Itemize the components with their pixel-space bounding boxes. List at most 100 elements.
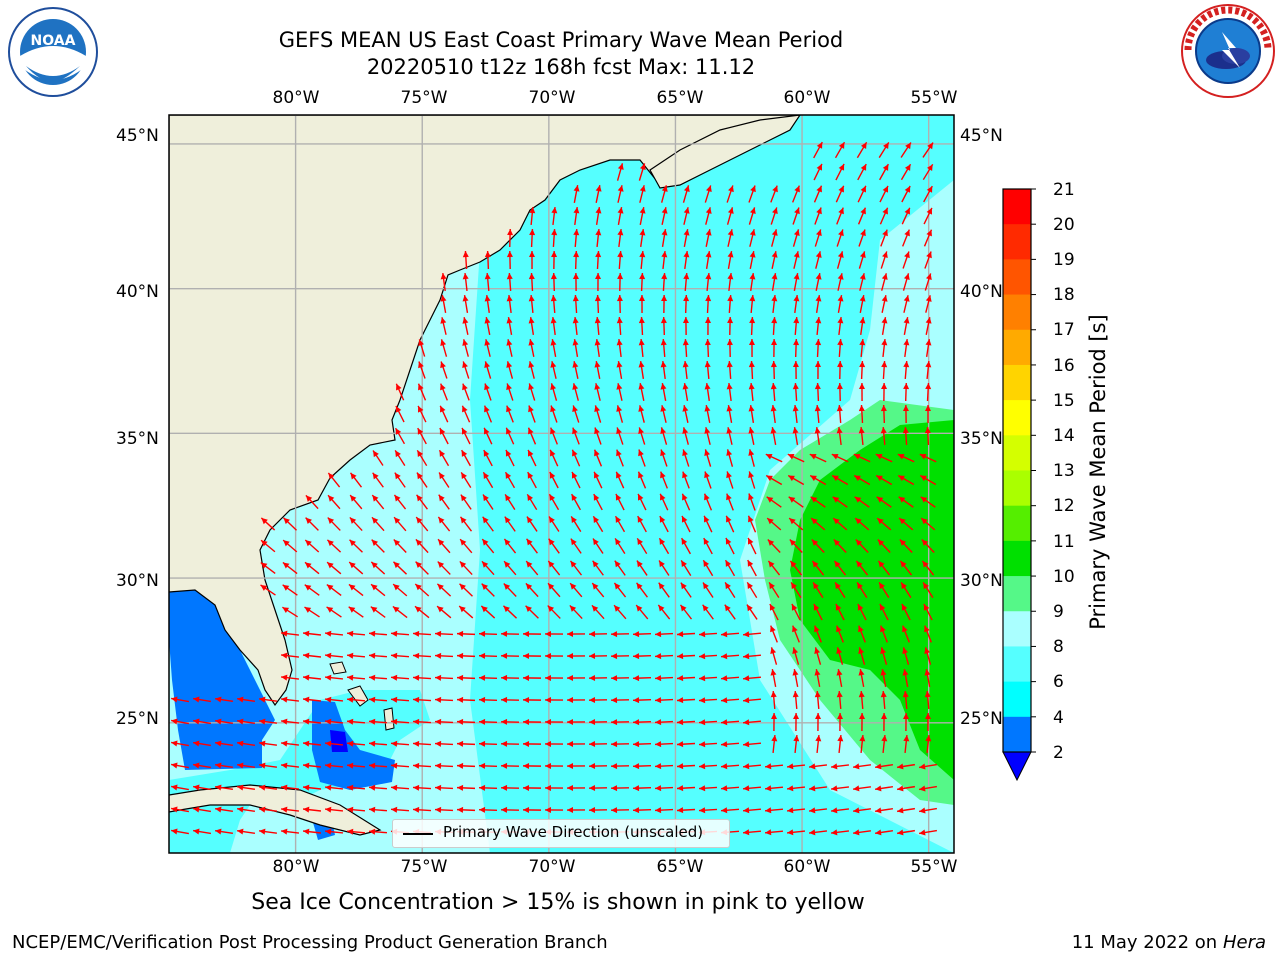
wave-direction-arrowhead (683, 207, 690, 214)
wave-direction-arrowhead (750, 185, 756, 193)
wave-direction-arrowhead (926, 251, 932, 259)
wave-direction-arrowhead (372, 495, 379, 502)
wave-direction-arrowhead (611, 697, 618, 704)
wave-direction-arrowhead (369, 696, 376, 703)
wave-direction-arrowhead (639, 251, 646, 258)
wave-direction-arrowhead (523, 652, 530, 659)
wave-direction-arrowhead (371, 517, 379, 524)
wave-direction-arrowhead (836, 405, 843, 412)
wave-direction-arrowhead (594, 339, 601, 346)
colorbar-tick: 12 (1053, 496, 1075, 516)
wave-direction-arrowhead (440, 273, 447, 280)
wave-direction-arrowhead (765, 829, 772, 836)
wave-direction-arrowhead (171, 696, 178, 703)
wave-direction-arrowhead (461, 427, 468, 435)
wave-direction-arrowhead (435, 674, 442, 681)
wave-direction-arrowhead (347, 718, 354, 725)
wave-direction-arrowhead (638, 471, 644, 479)
colorbar-segment (1003, 294, 1031, 331)
wave-direction-arrowhead (680, 582, 687, 590)
wave-direction-arrowhead (617, 163, 624, 170)
wave-direction-arrowhead (772, 207, 778, 215)
lon-label-top: 80°W (272, 88, 320, 108)
wave-direction-arrowhead (859, 251, 866, 258)
wave-direction-arrowhead (440, 339, 447, 346)
wave-direction-arrowhead (611, 741, 618, 748)
colorbar-segment (1003, 646, 1031, 683)
wave-direction-arrowhead (770, 427, 777, 434)
wave-direction-arrowhead (771, 317, 778, 324)
wave-direction-arrowhead (683, 251, 690, 258)
wave-direction-arrowhead (902, 647, 909, 654)
wave-direction-arrowhead (655, 785, 662, 792)
wave-direction-arrowhead (570, 560, 577, 568)
wave-direction-arrowhead (858, 405, 865, 412)
wave-direction-arrowhead (704, 339, 711, 346)
wave-direction-arrowhead (523, 740, 530, 747)
wave-direction-arrowhead (391, 740, 398, 747)
wave-direction-arrowhead (683, 229, 690, 236)
wave-direction-arrowhead (898, 496, 906, 503)
wave-direction-arrowhead (727, 273, 734, 280)
wave-direction-arrowhead (435, 652, 442, 659)
footer-date: 11 May 2022 on Hera (1072, 932, 1266, 953)
wave-direction-arrowhead (393, 539, 401, 546)
wave-direction-arrowhead (814, 383, 821, 390)
wave-direction-arrowhead (417, 428, 424, 435)
wave-direction-arrowhead (810, 475, 817, 482)
wave-direction-arrowhead (393, 561, 400, 569)
wave-direction-arrowhead (528, 251, 535, 258)
wave-direction-arrowhead (551, 207, 558, 214)
wave-direction-arrowhead (815, 339, 822, 346)
wave-direction-arrowhead (550, 405, 556, 413)
wave-direction-arrowhead (765, 785, 772, 792)
wave-direction-arrowhead (770, 669, 777, 676)
wave-direction-arrowhead (638, 361, 645, 368)
wave-direction-arrowhead (550, 295, 557, 302)
wave-direction-arrowhead (591, 605, 599, 612)
wave-direction-arrowhead (793, 317, 800, 324)
wave-direction-arrowhead (811, 539, 819, 546)
wave-direction-arrowhead (746, 604, 753, 612)
wave-direction-arrowhead (393, 584, 400, 591)
wave-direction-arrowhead (529, 207, 536, 214)
lat-label-right: 30°N (960, 571, 1003, 591)
wave-direction-arrowhead (193, 696, 200, 703)
wave-direction-arrowhead (616, 449, 622, 457)
wave-direction-arrowhead (659, 538, 666, 545)
wave-direction-arrowhead (483, 494, 489, 502)
wave-direction-arrowhead (925, 405, 932, 412)
wave-direction-arrowhead (369, 806, 376, 813)
wave-direction-arrowhead (639, 229, 646, 236)
wave-direction-arrowhead (765, 807, 772, 814)
wave-direction-arrowhead (349, 562, 356, 569)
wave-direction-arrowhead (440, 361, 446, 369)
wave-direction-arrowhead (882, 207, 888, 215)
wave-direction-arrowhead (327, 539, 334, 547)
wave-direction-arrowhead (875, 763, 882, 770)
wave-direction-arrowhead (592, 583, 599, 590)
wave-direction-arrowhead (325, 828, 332, 835)
wave-direction-arrowhead (303, 806, 310, 813)
wave-direction-arrowhead (902, 625, 908, 633)
wave-direction-arrowhead (860, 142, 867, 149)
wave-direction-arrowhead (876, 475, 883, 482)
wave-direction-arrowhead (371, 584, 378, 591)
wave-direction-arrowhead (837, 317, 844, 324)
wave-direction-arrowhead (791, 603, 798, 611)
wave-direction-arrowhead (501, 806, 508, 813)
wave-direction-arrowhead (501, 696, 508, 703)
wave-direction-arrowhead (727, 251, 734, 258)
wave-direction-arrowhead (816, 207, 822, 215)
wave-direction-arrowhead (837, 273, 844, 280)
wave-direction-arrowhead (833, 539, 841, 546)
wave-direction-arrowhead (616, 317, 623, 324)
wave-direction-arrowhead (549, 516, 555, 524)
land-cuba (169, 784, 382, 836)
wave-direction-arrowhead (325, 740, 332, 747)
wave-direction-arrowhead (506, 295, 513, 302)
wave-direction-arrowhead (854, 475, 861, 482)
wave-direction-arrowhead (789, 518, 796, 525)
wave-direction-arrowhead (349, 517, 357, 524)
wave-direction-arrowhead (617, 229, 624, 236)
